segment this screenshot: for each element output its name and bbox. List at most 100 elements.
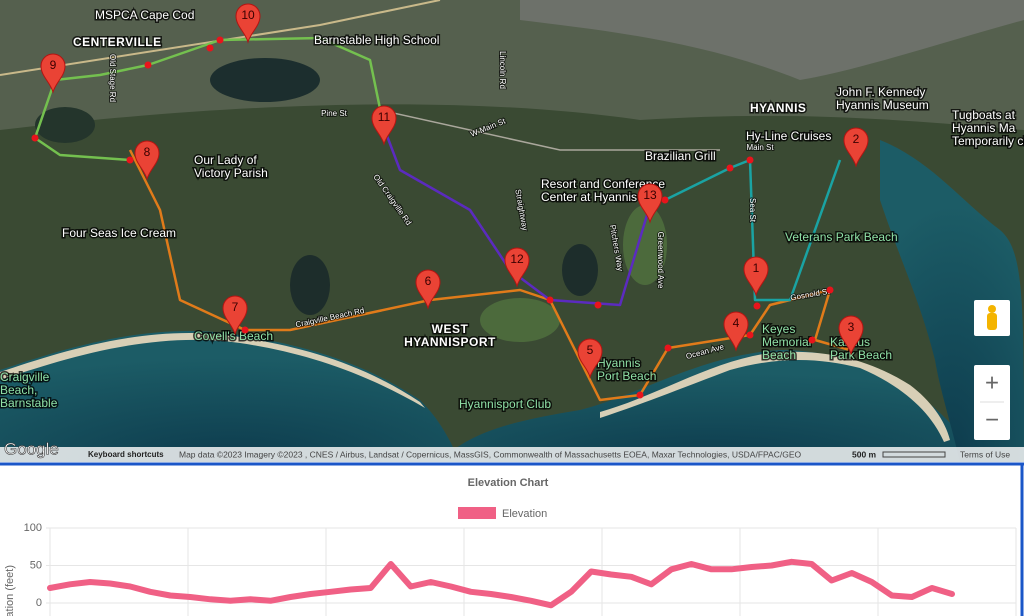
route-vertex [216,36,224,44]
road-name: Old Stage Rd [108,54,117,102]
route-marker[interactable]: 13 [637,183,663,224]
marker-pin [637,183,663,224]
y-tick-label: 0 [36,597,42,609]
water [440,350,980,462]
marker-label: 11 [378,110,391,124]
place-label: CENTERVILLE [73,35,162,49]
marker-label: 6 [425,274,432,288]
route-vertex [826,286,834,294]
route-vertex [746,156,754,164]
legend-swatch [458,507,496,519]
route-marker[interactable]: 9 [40,53,66,94]
route-marker[interactable]: 5 [577,338,603,379]
place-label: Center at Hyannis [541,190,637,204]
marker-pin [723,311,749,352]
road-name: Greenwood Ave [656,232,665,289]
scale-bar [882,451,946,458]
place-label: Beach, [0,383,37,397]
marker-label: 7 [232,300,239,314]
attribution-bar [0,447,1024,462]
place-label: HYANNIS [750,101,806,115]
pond [210,58,320,102]
pond [290,255,330,315]
route-vertex [144,61,152,69]
google-logo: Google [4,439,59,458]
scale-label: 500 m [852,449,877,459]
place-label: Beach [762,348,796,362]
legend-label: Elevation [502,508,547,520]
map-attribution: Map data ©2023 Imagery ©2023 , CNES / Ai… [179,449,802,459]
marker-label: 8 [144,145,151,159]
place-label: Veterans Park Beach [785,230,898,244]
route-vertex [746,331,754,339]
marker-pin [415,269,441,310]
place-label: Temporarily clo [952,134,1024,148]
route-marker[interactable]: 4 [723,311,749,352]
golf-course [623,205,667,285]
route-marker[interactable]: 12 [504,247,530,288]
place-label: Hyannis Ma [952,121,1016,135]
elevation-line [47,558,955,609]
route-marker[interactable]: 7 [222,295,248,336]
pegman-body [987,313,997,330]
marker-label: 1 [753,261,760,275]
route-marker[interactable]: 10 [235,3,261,44]
route-vertex [664,344,672,352]
route-marker[interactable]: 11 [371,105,397,146]
y-tick-label: 50 [30,559,42,571]
y-tick-label: 100 [24,522,42,534]
urban-area [520,0,1024,80]
route-marker[interactable]: 6 [415,269,441,310]
chart: Elevation Chart Elevation (feet) Elevati… [0,462,1024,616]
y-axis-label: Elevation (feet) [4,565,16,616]
marker-label: 13 [643,188,657,202]
place-label: Victory Parish [194,166,268,180]
highway [0,0,441,76]
route-segment [33,36,386,162]
marker-pin [843,127,869,168]
pegman-control[interactable] [974,300,1010,336]
route-vertex [546,296,554,304]
route-vertex [753,302,761,310]
route-marker[interactable]: 2 [843,127,869,168]
place-label: WEST [432,322,469,336]
marker-label: 5 [587,343,594,357]
place-label: Barnstable [0,396,58,410]
road-name: Lincoln Rd [498,51,507,89]
golf-course [480,298,560,342]
route-vertex [31,134,39,142]
marker-pin [222,295,248,336]
marker-pin [371,105,397,146]
chart-panel [0,462,1024,616]
route-marker[interactable]: 1 [743,256,769,297]
marker-pin [504,247,530,288]
place-label: John F. Kennedy [836,85,925,99]
route-marker[interactable]: 3 [838,315,864,356]
place-label: Port Beach [597,369,656,383]
marker-pin [235,3,261,44]
route-vertex [808,336,816,344]
place-label: Covell's Beach [194,329,273,343]
marker-label: 10 [241,8,255,22]
route-vertex [206,44,214,52]
road-name: Main St [746,143,774,152]
marker-label: 3 [848,320,855,334]
zoom-in[interactable]: + [985,369,999,396]
route-vertex [241,326,249,334]
place-label: Tugboats at [952,108,1016,122]
route-segment [664,158,842,302]
keyboard-shortcuts[interactable]: Keyboard shortcuts [88,450,164,459]
zoom-out[interactable]: − [985,406,999,433]
marker-pin [838,315,864,356]
terms-of-use[interactable]: Terms of Use [960,449,1010,459]
marker-pin [40,53,66,94]
road-name: Sea St [748,198,757,223]
route-marker[interactable]: 8 [134,140,160,181]
road [379,109,720,151]
place-label: Hyannisport Club [459,397,551,411]
route-vertex [126,156,134,164]
marker-label: 4 [733,316,740,330]
place-label: Barnstable High School [314,33,439,47]
